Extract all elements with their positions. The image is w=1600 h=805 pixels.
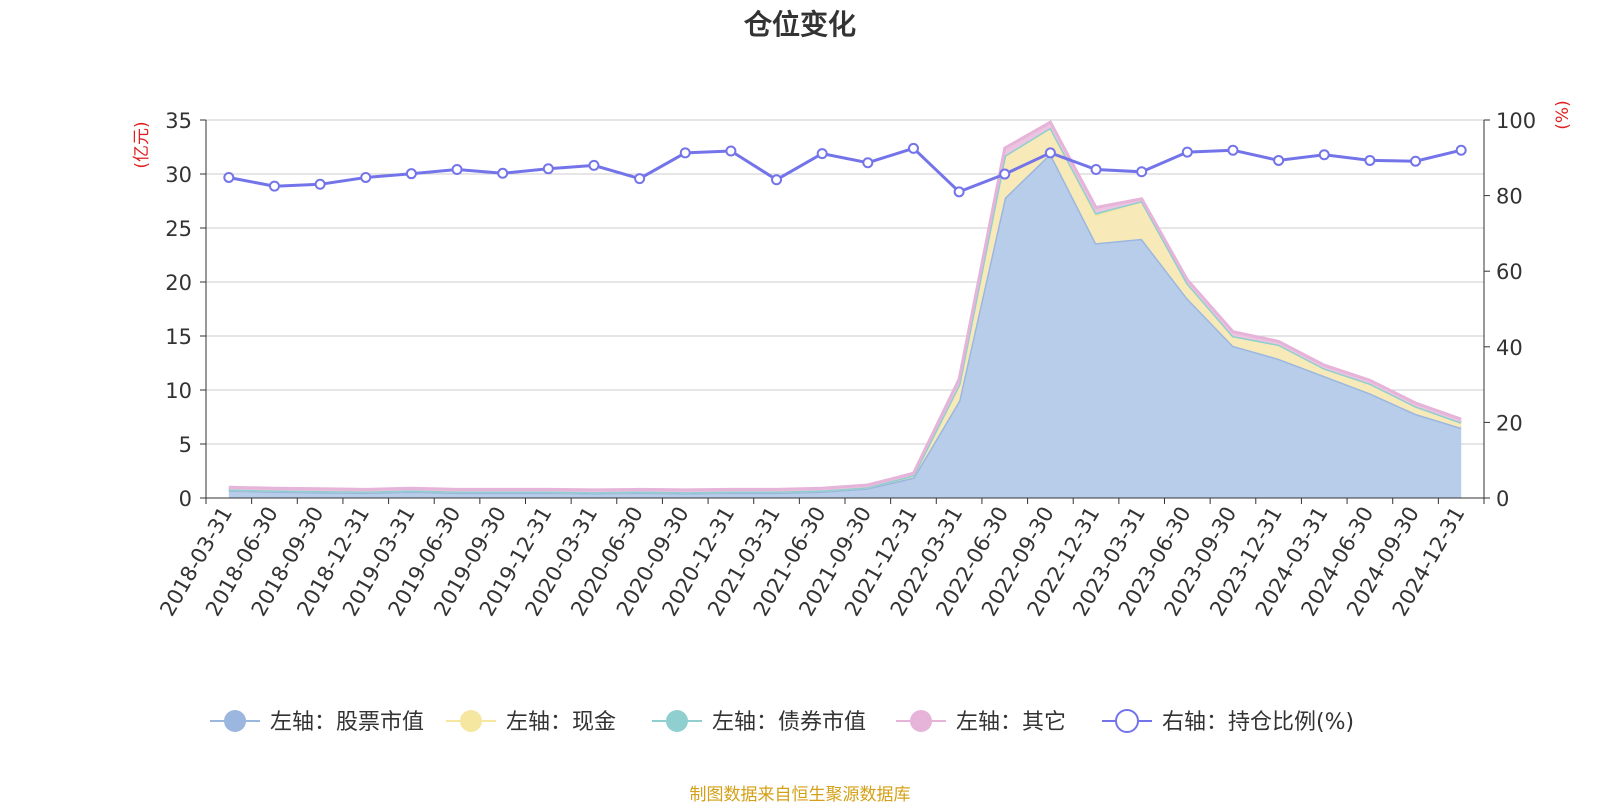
- ratio-point: [497, 167, 509, 179]
- ratio-point: [1227, 144, 1239, 156]
- ratio-line-path: [228, 146, 1462, 194]
- left-tick-label: 0: [179, 487, 192, 511]
- legend-label: 左轴：其它: [956, 710, 1066, 735]
- right-tick-label: 20: [1496, 411, 1523, 435]
- ratio-point: [314, 178, 326, 190]
- right-axis-unit: (%): [1553, 100, 1573, 129]
- ratio-point: [451, 164, 463, 176]
- chart-title: 仓位变化: [744, 8, 856, 41]
- ratio-point: [1410, 155, 1422, 167]
- data-source-note: 制图数据来自恒生聚源数据库: [689, 785, 911, 805]
- ratio-point: [953, 186, 965, 198]
- legend-item[interactable]: 左轴：现金: [446, 710, 616, 735]
- axes: 051015202530350204060801002018-03-312018…: [155, 109, 1536, 620]
- ratio-line: [223, 142, 1467, 198]
- left-tick-label: 20: [165, 271, 192, 295]
- ratio-point: [634, 173, 646, 185]
- right-tick-label: 0: [1496, 487, 1509, 511]
- legend-item[interactable]: 左轴：其它: [896, 710, 1066, 735]
- legend-marker: [224, 710, 246, 732]
- legend-marker: [666, 710, 688, 732]
- ratio-point: [816, 148, 828, 160]
- ratio-point: [1044, 147, 1056, 159]
- legend-label: 左轴：股票市值: [270, 710, 424, 735]
- ratio-point: [360, 171, 372, 183]
- left-tick-label: 25: [165, 217, 192, 241]
- left-tick-label: 30: [165, 163, 192, 187]
- legend[interactable]: 左轴：股票市值 左轴：现金 左轴：债券市值 左轴：其它 右轴：持仓比例(%): [210, 709, 1354, 735]
- legend-item[interactable]: 左轴：股票市值: [210, 710, 424, 735]
- right-tick-label: 100: [1496, 109, 1536, 133]
- ratio-point: [999, 168, 1011, 180]
- ratio-point: [588, 159, 600, 171]
- right-tick-label: 80: [1496, 185, 1523, 209]
- ratio-point: [679, 147, 691, 159]
- stacked-areas: [228, 120, 1462, 498]
- ratio-point: [862, 157, 874, 169]
- ratio-point: [1318, 149, 1330, 161]
- right-tick-label: 40: [1496, 336, 1523, 360]
- ratio-point: [1364, 154, 1376, 166]
- left-tick-label: 10: [165, 379, 192, 403]
- legend-marker: [910, 710, 932, 732]
- ratio-point: [405, 168, 417, 180]
- legend-label: 右轴：持仓比例(%): [1162, 710, 1354, 735]
- ratio-point: [1455, 144, 1467, 156]
- legend-marker: [460, 710, 482, 732]
- legend-marker: [1115, 709, 1139, 733]
- ratio-point: [1181, 146, 1193, 158]
- right-tick-label: 60: [1496, 260, 1523, 284]
- left-tick-label: 35: [165, 109, 192, 133]
- ratio-point: [268, 180, 280, 192]
- position-change-chart: 仓位变化 (亿元) (%) 0 5 10 15 20 25 30 35 0 20 40 60 80 100…: [132, 8, 1573, 735]
- left-tick-label: 5: [179, 433, 192, 457]
- legend-item[interactable]: 右轴：持仓比例(%): [1102, 709, 1354, 735]
- left-tick-label: 15: [165, 325, 192, 349]
- legend-label: 左轴：债券市值: [712, 710, 866, 735]
- legend-label: 左轴：现金: [506, 710, 616, 735]
- ratio-point: [542, 163, 554, 175]
- ratio-point: [1136, 166, 1148, 178]
- ratio-point: [1273, 154, 1285, 166]
- ratio-point: [771, 174, 783, 186]
- area-edge-左轴：其它: [228, 120, 1462, 492]
- ratio-point: [223, 171, 235, 183]
- left-axis-unit: (亿元): [132, 121, 152, 168]
- ratio-point: [907, 142, 919, 154]
- ratio-point: [725, 145, 737, 157]
- ratio-point: [1090, 164, 1102, 176]
- area-左轴：股票市值: [228, 153, 1462, 498]
- legend-item[interactable]: 左轴：债券市值: [652, 710, 866, 735]
